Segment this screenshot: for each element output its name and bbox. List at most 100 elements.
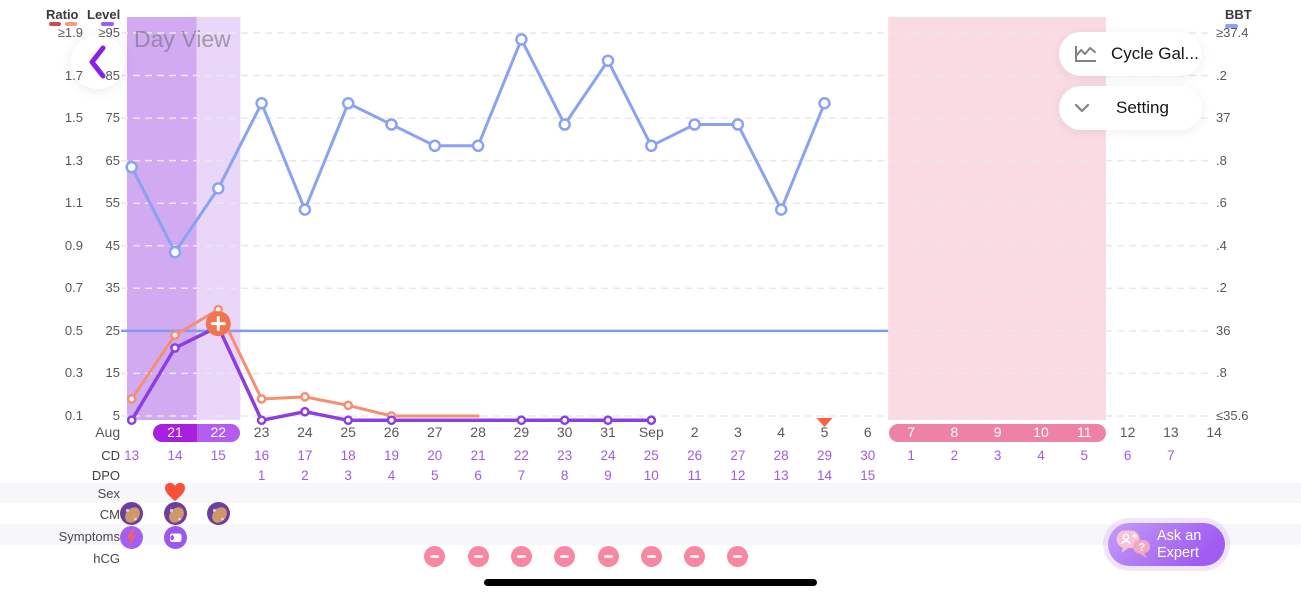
cycle-gallery-button[interactable]: Cycle Gal... [1059, 32, 1202, 76]
minus-circle-icon[interactable] [727, 546, 749, 567]
cd-value: 5 [1080, 448, 1089, 463]
date-label[interactable]: 12 [1119, 424, 1136, 440]
bbt-tick: .8 [1216, 365, 1227, 381]
bbt-point [168, 245, 182, 259]
date-label[interactable]: 2 [690, 424, 699, 440]
date-label[interactable]: 14 [1206, 424, 1222, 440]
date-label[interactable]: 11 [1077, 424, 1092, 440]
cd-value: 18 [340, 448, 356, 463]
bbt-tick: 36 [1216, 322, 1231, 338]
dpo-value: 9 [604, 468, 612, 483]
ratio-point [343, 400, 354, 411]
cm-fingers-icon[interactable] [120, 502, 144, 525]
level-tick: 25 [105, 322, 120, 338]
date-label[interactable]: 30 [556, 424, 573, 440]
minus-circle-icon[interactable] [467, 546, 489, 567]
level-tick: 15 [105, 365, 120, 381]
cramps-lightning-icon[interactable] [120, 525, 144, 549]
date-label[interactable]: Aug [95, 424, 121, 440]
minus-circle-icon[interactable] [640, 546, 662, 567]
bbt-point [818, 97, 831, 110]
back-button[interactable] [71, 35, 125, 89]
spotting-tissue-icon[interactable] [163, 525, 187, 549]
ratio-point [126, 394, 137, 404]
date-label[interactable]: 13 [1163, 424, 1179, 440]
date-label[interactable]: 10 [1033, 424, 1049, 440]
ask-expert-button[interactable]: ? Ask an Expert [1108, 523, 1225, 566]
ratio-point [256, 394, 267, 404]
cd-value: 22 [513, 448, 529, 463]
selected-dates-pill[interactable] [153, 424, 240, 442]
ratio-dash2-icon [65, 22, 77, 26]
level-tick: 35 [105, 280, 120, 296]
date-label[interactable]: 5 [820, 424, 829, 440]
period-dates-pill[interactable] [889, 424, 1106, 442]
cd-value: 15 [210, 448, 226, 463]
day-view-title: Day View [134, 26, 231, 52]
bbt-point [688, 118, 701, 131]
bbt-point [385, 118, 398, 131]
cd-value: 4 [1037, 448, 1045, 463]
bbt-dash-icon [1225, 24, 1238, 28]
cd-row-label: CD [101, 448, 120, 463]
date-label[interactable]: 4 [777, 424, 786, 440]
dpo-value: 10 [643, 468, 659, 483]
dpo-value: 7 [517, 468, 526, 483]
cd-value: 27 [730, 448, 746, 463]
bbt-point [558, 118, 571, 131]
ratio-tick: 0.3 [64, 365, 83, 381]
date-label[interactable]: 22 [210, 424, 227, 440]
fertile-window-dark [126, 17, 197, 420]
minus-circle-icon[interactable] [554, 546, 576, 567]
cm-row-band [0, 503, 1301, 524]
date-label[interactable]: Sep [638, 424, 664, 440]
bbt-legend-label: BBT [1225, 7, 1252, 22]
date-label[interactable]: 26 [383, 424, 400, 440]
dpo-value: 11 [687, 468, 702, 483]
cd-value: 23 [557, 448, 573, 463]
sex-row-band [0, 483, 1301, 503]
date-label[interactable]: 23 [253, 424, 270, 440]
cd-value: 7 [1167, 448, 1175, 463]
ratio-point [170, 330, 180, 341]
dpo-value: 1 [257, 468, 266, 483]
date-label[interactable]: 31 [600, 424, 616, 440]
cd-value: 26 [687, 448, 703, 463]
setting-button[interactable]: Setting [1059, 86, 1202, 130]
ratio-tick: 0.7 [64, 280, 83, 296]
cd-value: 25 [643, 448, 659, 463]
level-tick: 5 [112, 407, 120, 423]
date-label[interactable]: 25 [340, 424, 356, 440]
dpo-value: 12 [730, 468, 746, 483]
bbt-tick: ≥37.4 [1216, 25, 1249, 40]
period-prediction-region [888, 17, 1106, 420]
minus-circle-icon[interactable] [424, 546, 446, 567]
ratio-tick: 1.5 [64, 110, 83, 126]
minus-circle-icon[interactable] [684, 546, 706, 567]
date-label[interactable]: 24 [297, 424, 313, 440]
date-label[interactable]: 28 [470, 424, 486, 440]
date-label[interactable]: 21 [167, 424, 183, 440]
level-point [603, 415, 613, 426]
date-label[interactable]: 9 [993, 424, 1002, 440]
cd-value: 13 [124, 448, 140, 463]
date-label[interactable]: 27 [427, 424, 443, 440]
cm-fingers-icon[interactable] [206, 502, 230, 525]
bbt-tick: ≤35.6 [1216, 407, 1249, 423]
bbt-tick: .6 [1216, 195, 1227, 211]
sex-row-label: Sex [97, 486, 120, 501]
level-point [300, 406, 310, 417]
cm-fingers-icon[interactable] [163, 502, 187, 525]
minus-circle-icon[interactable] [510, 546, 532, 567]
date-label[interactable]: 8 [950, 424, 959, 440]
ratio-point [300, 392, 310, 402]
date-label[interactable]: 6 [863, 424, 872, 440]
dpo-value: 13 [773, 468, 789, 483]
minus-circle-icon[interactable] [597, 546, 619, 567]
date-label[interactable]: 29 [513, 424, 530, 440]
heart-icon[interactable] [164, 482, 187, 505]
date-label[interactable]: 3 [733, 424, 742, 440]
date-label[interactable]: 7 [907, 424, 915, 440]
chevron-left-icon [84, 43, 112, 81]
